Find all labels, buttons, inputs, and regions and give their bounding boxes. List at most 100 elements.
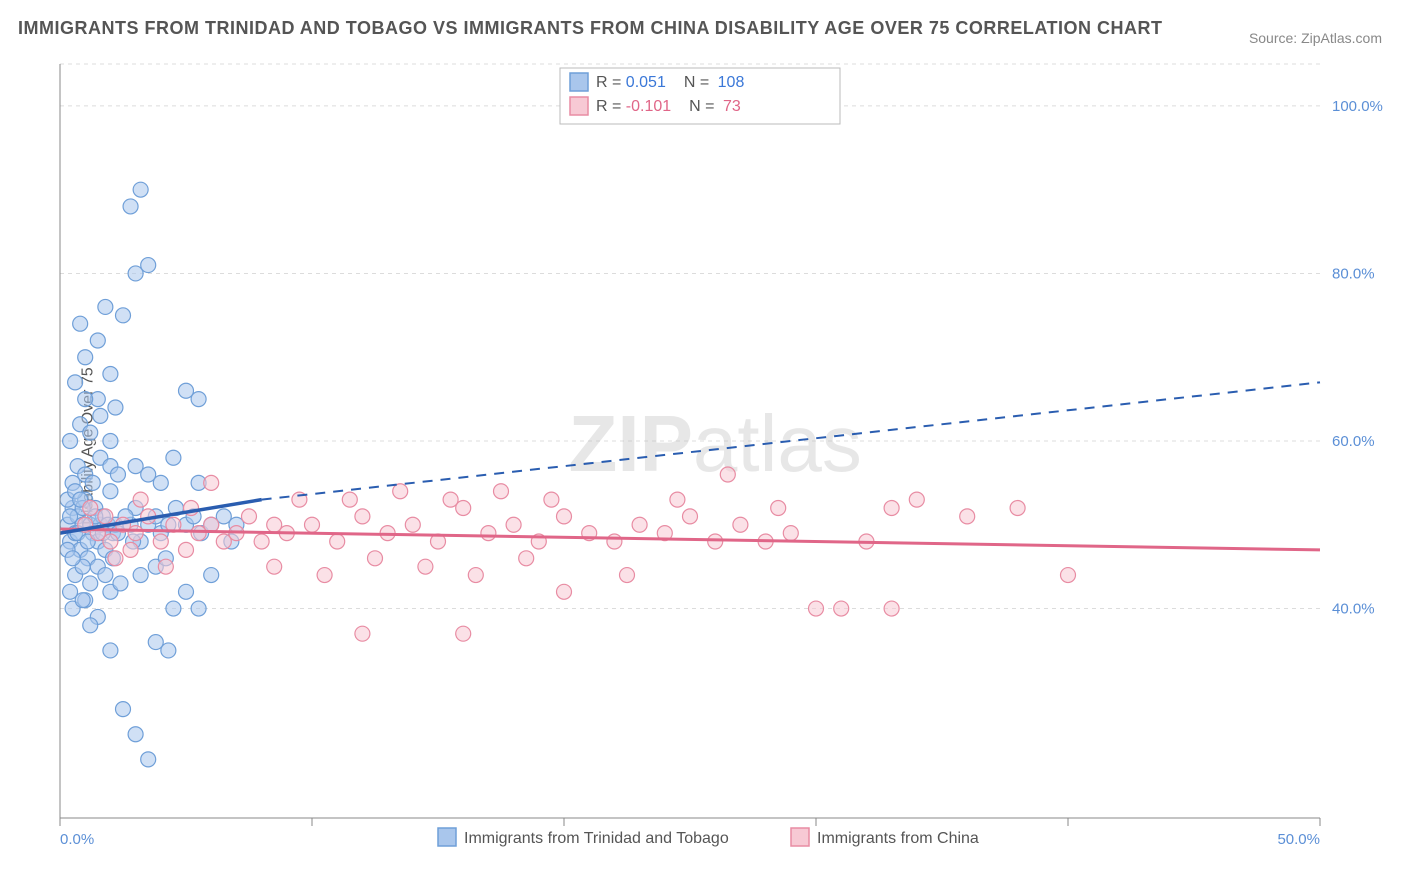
- legend-swatch: [570, 97, 588, 115]
- legend-label: Immigrants from China: [817, 830, 979, 847]
- scatter-point-china: [305, 517, 320, 532]
- scatter-point-china: [98, 509, 113, 524]
- scatter-point-china: [519, 551, 534, 566]
- scatter-point-china: [317, 568, 332, 583]
- scatter-point-china: [720, 467, 735, 482]
- scatter-point-china: [884, 601, 899, 616]
- scatter-point-china: [506, 517, 521, 532]
- scatter-point-china: [1010, 501, 1025, 516]
- scatter-point-china: [557, 509, 572, 524]
- scatter-point-china: [393, 484, 408, 499]
- scatter-point-trinidad: [113, 576, 128, 591]
- scatter-point-trinidad: [78, 392, 93, 407]
- scatter-point-china: [133, 492, 148, 507]
- scatter-point-trinidad: [128, 727, 143, 742]
- scatter-point-china: [834, 601, 849, 616]
- scatter-point-trinidad: [83, 425, 98, 440]
- scatter-point-trinidad: [108, 400, 123, 415]
- scatter-point-china: [1061, 568, 1076, 583]
- scatter-point-trinidad: [133, 182, 148, 197]
- legend-label: Immigrants from Trinidad and Tobago: [464, 830, 729, 847]
- scatter-point-china: [355, 509, 370, 524]
- scatter-point-china: [783, 526, 798, 541]
- scatter-point-china: [481, 526, 496, 541]
- scatter-point-china: [809, 601, 824, 616]
- scatter-point-china: [456, 626, 471, 641]
- scatter-point-trinidad: [166, 601, 181, 616]
- scatter-point-china: [405, 517, 420, 532]
- scatter-point-china: [683, 509, 698, 524]
- scatter-point-trinidad: [98, 299, 113, 314]
- scatter-point-trinidad: [166, 450, 181, 465]
- scatter-point-china: [733, 517, 748, 532]
- scatter-point-china: [708, 534, 723, 549]
- scatter-point-china: [494, 484, 509, 499]
- scatter-point-china: [204, 475, 219, 490]
- scatter-point-china: [443, 492, 458, 507]
- scatter-point-china: [468, 568, 483, 583]
- scatter-point-china: [158, 559, 173, 574]
- scatter-point-trinidad: [103, 484, 118, 499]
- watermark: ZIPatlas: [568, 399, 861, 488]
- scatter-point-china: [909, 492, 924, 507]
- scatter-point-china: [342, 492, 357, 507]
- x-tick-label: 0.0%: [60, 831, 94, 848]
- scatter-point-trinidad: [179, 584, 194, 599]
- scatter-point-china: [267, 559, 282, 574]
- scatter-point-china: [254, 534, 269, 549]
- scatter-point-trinidad: [191, 601, 206, 616]
- scatter-point-china: [557, 584, 572, 599]
- y-tick-label: 80.0%: [1332, 265, 1375, 282]
- scatter-point-china: [153, 534, 168, 549]
- scatter-point-china: [123, 542, 138, 557]
- scatter-point-trinidad: [116, 308, 131, 323]
- scatter-point-china: [242, 509, 257, 524]
- legend-swatch: [438, 828, 456, 846]
- scatter-point-china: [330, 534, 345, 549]
- legend-swatch: [791, 828, 809, 846]
- scatter-point-china: [355, 626, 370, 641]
- scatter-point-china: [960, 509, 975, 524]
- scatter-point-trinidad: [191, 392, 206, 407]
- chart-area: 40.0%60.0%80.0%100.0%ZIPatlas0.0%50.0%R …: [50, 58, 1390, 862]
- scatter-point-trinidad: [141, 258, 156, 273]
- scatter-point-trinidad: [63, 509, 78, 524]
- scatter-point-china: [418, 559, 433, 574]
- scatter-point-trinidad: [103, 434, 118, 449]
- scatter-point-trinidad: [153, 475, 168, 490]
- scatter-point-china: [83, 501, 98, 516]
- scatter-point-china: [103, 534, 118, 549]
- scatter-point-trinidad: [123, 199, 138, 214]
- scatter-point-trinidad: [75, 593, 90, 608]
- scatter-point-china: [884, 501, 899, 516]
- scatter-point-trinidad: [103, 366, 118, 381]
- scatter-point-trinidad: [103, 643, 118, 658]
- scatter-point-trinidad: [161, 643, 176, 658]
- scatter-point-china: [670, 492, 685, 507]
- source-attribution: Source: ZipAtlas.com: [1249, 30, 1382, 46]
- scatter-point-trinidad: [78, 350, 93, 365]
- x-tick-label: 50.0%: [1277, 831, 1320, 848]
- scatter-point-trinidad: [204, 568, 219, 583]
- scatter-point-trinidad: [93, 408, 108, 423]
- y-tick-label: 40.0%: [1332, 601, 1375, 618]
- scatter-point-china: [544, 492, 559, 507]
- scatter-point-china: [179, 542, 194, 557]
- scatter-point-trinidad: [83, 576, 98, 591]
- scatter-point-trinidad: [85, 475, 100, 490]
- scatter-point-trinidad: [90, 333, 105, 348]
- y-tick-label: 60.0%: [1332, 433, 1375, 450]
- legend-swatch: [570, 73, 588, 91]
- scatter-point-china: [607, 534, 622, 549]
- trend-line-china: [60, 529, 1320, 550]
- scatter-point-china: [128, 526, 143, 541]
- scatter-point-trinidad: [68, 375, 83, 390]
- scatter-point-china: [108, 551, 123, 566]
- scatter-point-trinidad: [110, 467, 125, 482]
- scatter-point-china: [620, 568, 635, 583]
- scatter-point-trinidad: [83, 618, 98, 633]
- scatter-point-trinidad: [98, 568, 113, 583]
- scatter-point-trinidad: [141, 752, 156, 767]
- scatter-chart: 40.0%60.0%80.0%100.0%ZIPatlas0.0%50.0%R …: [50, 58, 1390, 862]
- scatter-point-trinidad: [73, 316, 88, 331]
